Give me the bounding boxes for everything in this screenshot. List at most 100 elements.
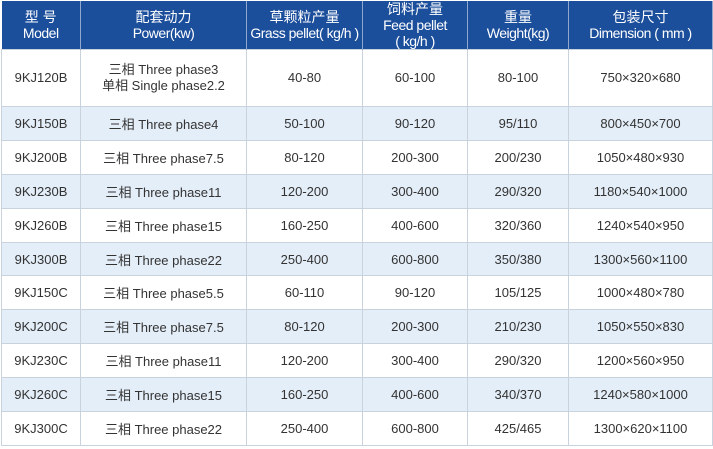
cell-text: 750×320×680 [600,70,681,85]
cell-dim: 1240×580×1000 [568,377,713,413]
cell-feed: 200-300 [362,309,468,345]
cell-text: 单相 Single phase2.2 [102,78,225,93]
cell-text: 600-800 [391,251,439,267]
cell-text: 425/465 [494,420,542,436]
cell-text: 210/230 [494,319,542,335]
cell-text: 三相 Three phase5.5 [103,286,224,302]
cell-text: 三相 Three phase22 [104,421,223,437]
cell-text: 9KJ120B [14,70,68,85]
header-zh: 饲料产量 [387,1,443,17]
cell-text: 三相 Three phase11 [105,184,222,200]
cell-dim: 1300×560×1100 [568,241,713,277]
cell-text: 9KJ300B [14,251,68,267]
cell-feed: 600-800 [362,241,468,277]
cell-text: 三相 Three phase4 [108,116,219,132]
cell-model: 9KJ200C [1,309,81,345]
cell-weight: 425/465 [467,411,569,446]
table-row: 9KJ260B 三相 Three phase15 160-250 400-600 320… [1,207,713,243]
cell-text: 9KJ260B [14,217,68,233]
cell-text: 9KJ300C [14,420,68,436]
cell-model: 9KJ260B [1,207,81,243]
cell-weight: 105/125 [467,275,569,311]
cell-text: 1050×550×830 [596,319,685,335]
cell-weight: 350/380 [467,241,569,277]
cell-text: 340/370 [494,387,542,403]
cell-model: 9KJ230C [1,343,81,379]
cell-text: 80-120 [284,149,325,165]
header-row: 型 号 Model 配套动力 Power(kw) 草颗粒产量 Grass pellet( … [1,1,713,50]
cell-model: 9KJ200B [1,139,81,175]
cell-power: 三相 Three phase22 [80,411,247,446]
cell-text: 1180×540×1000 [593,183,688,199]
header-grass-pellet: 草颗粒产量 Grass pellet( kg/h ) [246,1,363,50]
cell-text: 1000×480×780 [596,285,685,301]
cell-text: 9KJ150C [14,285,68,301]
cell-power: 三相 Three phase11 [80,173,247,209]
cell-text: 1200×560×950 [596,353,685,369]
cell-text: 200-300 [391,149,439,165]
cell-text: 105/125 [494,285,542,301]
cell-feed: 400-600 [362,207,468,243]
cell-power: 三相 Three phase7.5 [80,139,247,175]
cell-text: 290/320 [494,183,542,199]
cell-text: 9KJ230B [14,183,68,199]
cell-text: 600-800 [391,420,439,436]
table-row: 9KJ120B 三相 Three phase3 单相 Single phase2.2… [1,49,713,107]
cell-grass: 50-100 [246,106,363,141]
cell-weight: 95/110 [467,106,569,141]
cell-text: 三相 Three phase3 [108,62,219,77]
header-zh: 草颗粒产量 [269,9,340,25]
cell-grass: 40-80 [246,49,363,107]
header-en: Model [22,25,59,41]
cell-text: 三相 Three phase7.5 [103,150,224,166]
cell-feed: 60-100 [362,49,468,107]
cell-feed: 300-400 [362,173,468,209]
cell-text: 400-600 [391,387,439,403]
cell-text: 800×450×700 [600,115,681,131]
header-zh: 配套动力 [135,9,192,25]
cell-text: 120-200 [280,183,329,199]
header-en: Power(kw) [132,25,195,41]
cell-text: 三相 Three phase22 [104,252,223,268]
table-row: 9KJ300C 三相 Three phase22 250-400 600-800 425… [1,411,713,446]
table-row: 9KJ260C 三相 Three phase15 160-250 400-600 340… [1,377,713,413]
cell-dim: 1000×480×780 [568,275,713,311]
cell-text: 60-110 [284,285,325,301]
cell-dim: 1240×540×950 [568,207,713,243]
cell-power: 三相 Three phase3 单相 Single phase2.2 [80,49,247,107]
cell-text: 320/360 [494,217,542,233]
cell-weight: 290/320 [467,343,569,379]
cell-feed: 90-120 [362,106,468,141]
cell-weight: 80-100 [467,49,569,107]
cell-text: 160-250 [280,217,329,233]
cell-text: 95/110 [498,115,538,131]
header-en: Dimension ( mm ) [589,25,692,41]
cell-text: 290/320 [494,353,542,369]
cell-text: 250-400 [280,251,329,267]
cell-model: 9KJ120B [1,49,81,107]
cell-dim: 750×320×680 [568,49,713,107]
table-row: 9KJ230C 三相 Three phase11 120-200 300-400 290… [1,343,713,379]
cell-text: 9KJ200B [14,149,68,165]
cell-grass: 60-110 [246,275,363,311]
cell-power: 三相 Three phase4 [80,106,247,141]
table-row: 9KJ150B 三相 Three phase4 50-100 90-120 95/110… [1,106,713,141]
cell-text: 1300×560×1100 [593,251,688,267]
cell-grass: 160-250 [246,207,363,243]
cell-power: 三相 Three phase5.5 [80,275,247,311]
header-feed-pellet: 饲料产量 Feed pellet( kg/h ) [362,1,468,50]
cell-text: 120-200 [280,353,329,369]
cell-text: 三相 Three phase11 [105,354,222,370]
cell-text: 9KJ150B [14,115,68,131]
cell-feed: 200-300 [362,139,468,175]
cell-dim: 1300×620×1100 [568,411,713,446]
cell-power: 三相 Three phase11 [80,343,247,379]
cell-feed: 600-800 [362,411,468,446]
header-en: Weight(kg) [486,25,550,41]
cell-dim: 1050×480×930 [568,139,713,175]
header-zh: 重量 [504,9,532,25]
cell-model: 9KJ230B [1,173,81,209]
cell-weight: 340/370 [467,377,569,413]
cell-power: 三相 Three phase7.5 [80,309,247,345]
cell-feed: 400-600 [362,377,468,413]
